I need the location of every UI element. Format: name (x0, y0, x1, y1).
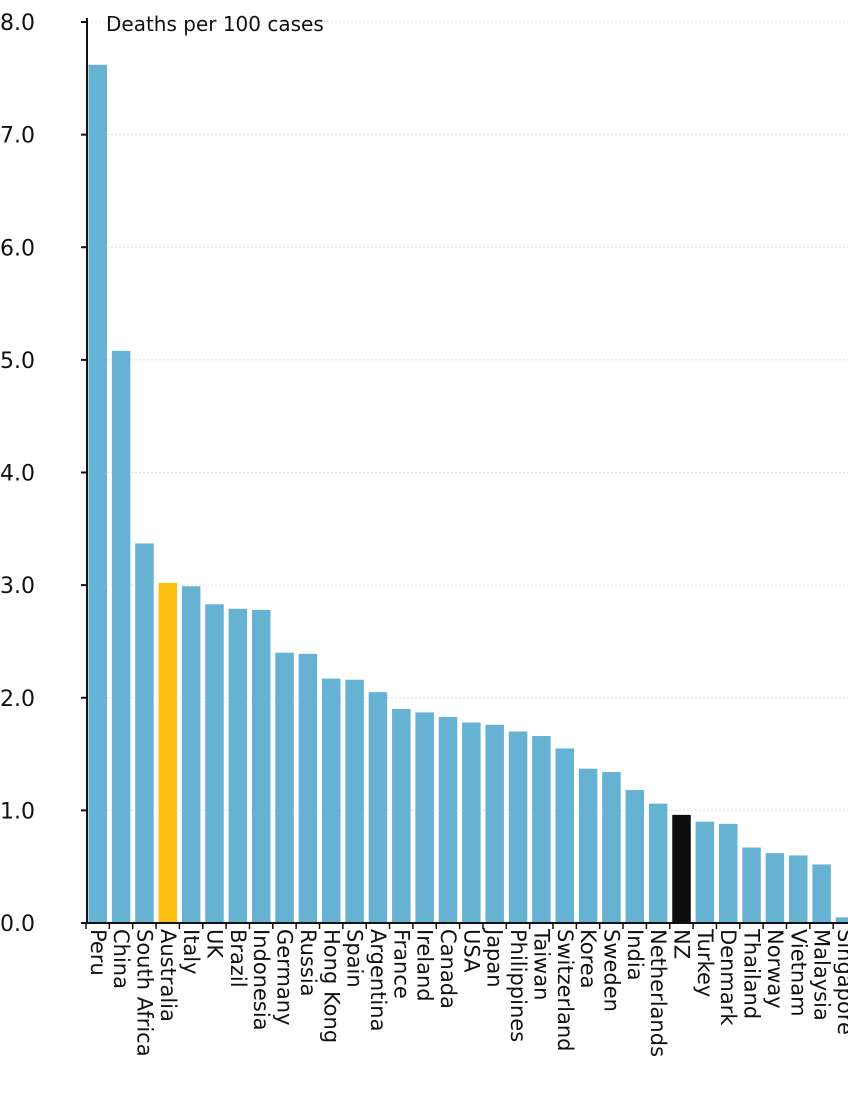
y-tick-label: 6.0 (0, 236, 35, 261)
bar (181, 586, 201, 923)
category-label: Spain (343, 929, 367, 988)
category-label: Canada (436, 929, 460, 1009)
category-label: Korea (576, 929, 600, 989)
category-label: Brazil (226, 929, 250, 988)
category-label: Germany (273, 929, 297, 1026)
category-label: USA (459, 929, 483, 973)
category-label: France (389, 929, 413, 999)
bar (415, 712, 434, 923)
bar (789, 855, 808, 923)
bar (158, 582, 178, 923)
bar (812, 864, 831, 923)
category-label: China (109, 929, 133, 989)
bar (251, 609, 271, 923)
category-label: Sweden (599, 929, 623, 1012)
category-label: South Africa (132, 929, 156, 1057)
y-tick-labels: 0.0 1.0 2.0 3.0 4.0 5.0 6.0 7.0 8.0 (0, 11, 35, 937)
y-tick-label: 0.0 (0, 912, 35, 937)
category-label: Denmark (716, 929, 740, 1026)
category-label: Australia (156, 929, 180, 1022)
bar (578, 768, 598, 923)
category-label: Switzerland (553, 929, 577, 1052)
bar (532, 736, 551, 923)
bar (368, 692, 388, 923)
y-tick-label: 5.0 (0, 349, 35, 374)
category-label: Peru (86, 929, 110, 976)
bar (765, 853, 785, 923)
axes (86, 18, 848, 924)
category-label: Philippines (506, 929, 530, 1042)
bar (462, 722, 481, 923)
category-label: Singapore (833, 929, 848, 1035)
category-label: Turkey (693, 928, 717, 997)
y-tick-label: 2.0 (0, 687, 35, 712)
bar (111, 350, 131, 923)
category-label: Vietnam (786, 929, 810, 1017)
category-label: Taiwan (529, 928, 553, 1000)
bar (555, 748, 574, 923)
category-label: Thailand (740, 928, 764, 1019)
bar (392, 709, 411, 923)
y-tick-label: 1.0 (0, 799, 35, 824)
bar (742, 847, 761, 923)
category-label: Argentina (366, 929, 390, 1031)
bar (648, 803, 668, 923)
category-label: Indonesia (249, 929, 273, 1031)
category-label: Russia (296, 929, 320, 997)
y-tick-label: 3.0 (0, 574, 35, 599)
bar (135, 543, 154, 923)
bar (672, 814, 691, 923)
bar (625, 790, 645, 923)
bar (438, 716, 458, 923)
bar (718, 823, 738, 923)
bar (205, 604, 224, 923)
category-label: Norway (763, 929, 787, 1009)
category-label: Japan (483, 927, 507, 988)
bar (228, 608, 248, 923)
y-tick-label: 8.0 (0, 11, 35, 36)
category-label: UK (203, 929, 227, 959)
bar (695, 821, 715, 923)
bar (602, 772, 621, 923)
category-label: Hong Kong (319, 929, 343, 1043)
bar (345, 679, 364, 923)
bar (322, 678, 341, 923)
bar (275, 652, 294, 923)
unit-label: Deaths per 100 cases (106, 12, 324, 36)
category-label: Italy (179, 929, 203, 975)
category-labels: Peru China South Africa Australia Italy UK Bra… (86, 927, 848, 1057)
bar (508, 731, 528, 923)
bar (485, 724, 504, 923)
bars (85, 64, 848, 929)
bar (835, 917, 848, 923)
y-tick-label: 4.0 (0, 462, 35, 487)
category-label: Netherlands (646, 929, 670, 1057)
category-label: NZ (670, 929, 694, 959)
category-label: Malaysia (810, 929, 834, 1021)
bar (298, 653, 318, 923)
y-tick-label: 7.0 (0, 124, 35, 149)
category-label: Ireland (413, 929, 437, 1002)
category-label: India (623, 929, 647, 981)
bar (88, 64, 107, 924)
